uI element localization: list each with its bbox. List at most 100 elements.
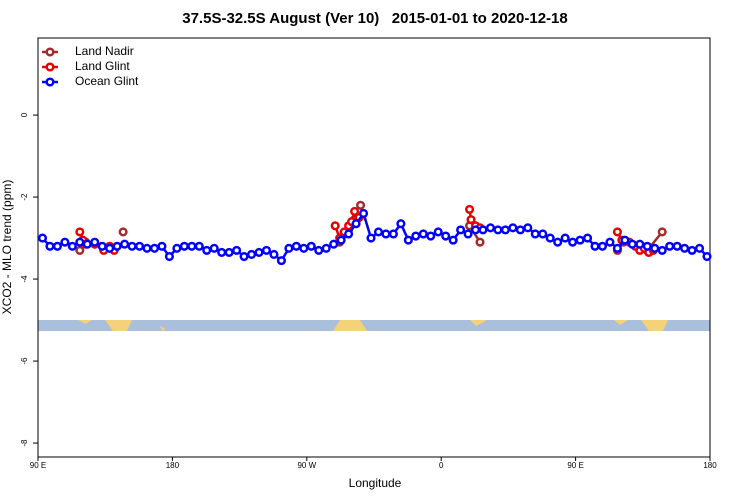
x-tick-label: 0 [439,461,444,470]
data-point [560,233,570,243]
data-point [90,237,100,247]
legend-label: Ocean Glint [75,74,139,88]
data-point [635,239,645,249]
data-point [284,243,294,253]
data-point [224,247,234,257]
y-tick-label: -4 [20,275,29,283]
data-point [299,243,309,253]
data-point [239,251,249,262]
data-point [82,239,92,249]
data-point [475,237,485,247]
data-point [441,231,451,241]
data-point [179,241,189,251]
data-point [478,225,488,235]
data-point [493,225,503,235]
data-point [523,223,533,233]
data-point [680,243,690,253]
data-point [351,219,361,229]
chart-title: 37.5S-32.5S August (Ver 10) 2015-01-01 t… [182,10,567,27]
data-point [254,247,264,257]
y-tick-label: -2 [20,193,29,201]
data-point [75,245,85,255]
data-point [465,204,475,214]
data-point [164,251,174,262]
data-point [448,235,458,245]
data-point [350,206,360,216]
data-point [134,241,145,251]
data-point [358,208,369,219]
data-point [538,229,548,239]
data-point [590,241,600,251]
data-point [568,237,578,247]
data-point [314,245,324,255]
data-point [620,235,630,245]
data-point [112,241,122,251]
data-point [650,243,660,253]
data-point [515,225,525,235]
data-point [37,233,48,243]
data-point [582,233,593,243]
data-point [665,241,675,251]
data-point [75,227,85,237]
data-point [306,241,316,251]
data-point [97,241,107,251]
series [37,208,712,266]
data-point [105,243,115,253]
data-point [187,241,197,251]
data-point [321,243,331,253]
data-point [463,229,473,239]
data-point [330,221,340,231]
data-point [411,231,421,241]
data-point [485,223,496,233]
data-point [75,237,85,247]
x-tick-label: 180 [703,461,717,470]
data-point [52,241,62,251]
data-point [276,256,286,266]
x-axis-label: Longitude [349,476,402,490]
legend-marker [45,77,55,87]
data-point [366,233,376,243]
data-point [426,231,436,241]
data-point [657,245,667,255]
data-point [530,229,540,239]
map-strip [38,320,710,331]
y-axis-label: XCO2 - MLO trend (ppm) [0,180,14,315]
data-point [356,200,366,210]
data-point [470,225,481,235]
legend-label: Land Glint [75,59,130,73]
data-point [456,225,466,235]
legend-marker [45,47,55,57]
data-point [672,241,682,251]
data-point [194,241,204,251]
x-tick-label: 180 [166,461,180,470]
y-tick-label: 0 [20,112,29,117]
y-tick-label: -8 [20,439,29,447]
legend-marker [45,62,55,72]
data-point [172,243,182,253]
data-point [67,241,77,251]
data-point [500,225,510,235]
data-point [232,245,242,255]
data-point [60,237,70,247]
data-point [702,251,712,262]
data-point [396,219,406,229]
data-point [344,229,354,239]
data-point [418,229,428,239]
data-point [291,241,301,251]
data-point [466,215,476,225]
data-point [381,229,391,239]
data-point [433,227,443,237]
data-point [269,249,279,260]
y-tick-label: -6 [20,357,29,365]
data-point [657,227,667,237]
data-point [120,239,130,249]
data-point [142,243,152,253]
data-point [336,235,346,245]
x-tick-label: 90 E [30,461,46,470]
x-tick-label: 90 E [567,461,583,470]
data-point [545,233,555,243]
plot-frame [37,37,711,458]
data-point [118,227,128,237]
data-point [694,243,705,253]
